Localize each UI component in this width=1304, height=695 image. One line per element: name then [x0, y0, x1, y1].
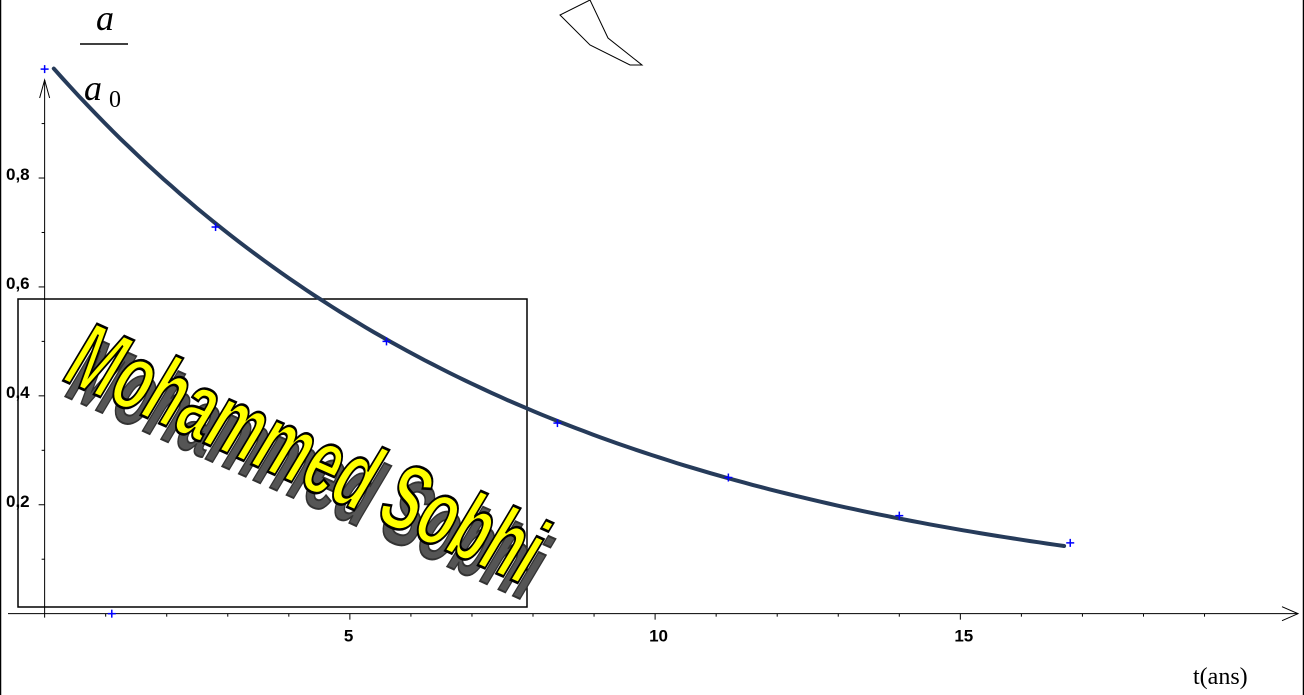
top-artifact-shape [559, 0, 644, 66]
y-axis-arrow [39, 78, 51, 99]
data-point [895, 511, 904, 520]
x-axis-arrow [1281, 606, 1300, 622]
watermark-frame [17, 298, 528, 608]
y-axis-label: a a 0 [80, 0, 128, 113]
data-point [553, 419, 562, 428]
watermark-text: Mohammed Sobhi [54, 301, 561, 605]
data-point [40, 65, 49, 74]
wordart-signature-logo: Mohammed Sobhi Mohammed Sobhi [53, 300, 564, 622]
data-point [211, 223, 220, 232]
data-point [724, 473, 733, 482]
axes [8, 78, 1300, 622]
x-ticks: 5 10 15 [105, 613, 1206, 646]
x-axis-title: t(ans) [1193, 664, 1248, 690]
y-ticks: 0,20,40,60,8 [6, 123, 45, 560]
y-label-numerator: a [96, 0, 114, 38]
data-point [382, 337, 391, 346]
y-label-denominator: a [84, 68, 102, 108]
x-tick-label: 5 [344, 627, 353, 646]
x-tick-label: 10 [649, 627, 668, 646]
data-point [1066, 538, 1075, 547]
y-tick-label: 0,6 [6, 274, 30, 293]
data-points [40, 65, 1075, 618]
data-point [107, 609, 116, 618]
y-tick-label: 0,8 [6, 165, 30, 184]
x-tick-label: 15 [954, 627, 973, 646]
decay-curve [51, 66, 1067, 548]
y-label-subscript: 0 [109, 87, 121, 113]
